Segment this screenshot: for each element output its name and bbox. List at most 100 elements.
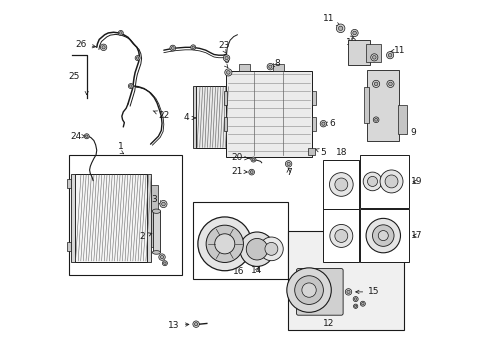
Circle shape: [206, 225, 243, 262]
Text: 11: 11: [323, 14, 334, 23]
Text: 20: 20: [231, 153, 248, 162]
Bar: [311, 117, 315, 131]
Circle shape: [162, 202, 165, 206]
Circle shape: [268, 65, 271, 68]
Bar: [308, 148, 314, 155]
Circle shape: [246, 238, 267, 260]
Circle shape: [226, 71, 230, 74]
Circle shape: [360, 301, 365, 306]
Bar: [323, 160, 359, 209]
Ellipse shape: [152, 209, 160, 213]
Text: 6: 6: [324, 119, 335, 128]
Text: 10: 10: [346, 39, 357, 48]
Circle shape: [190, 45, 195, 50]
Text: 11: 11: [390, 46, 405, 55]
Circle shape: [264, 242, 277, 255]
Circle shape: [321, 122, 325, 125]
Circle shape: [162, 261, 167, 266]
Circle shape: [192, 321, 199, 327]
Text: 18: 18: [335, 148, 346, 157]
Circle shape: [378, 230, 387, 240]
Text: 21: 21: [231, 167, 247, 176]
Circle shape: [285, 161, 291, 167]
Text: 8: 8: [270, 59, 280, 68]
Circle shape: [192, 46, 194, 49]
Text: 2: 2: [139, 232, 152, 241]
Circle shape: [374, 118, 377, 121]
Circle shape: [386, 51, 393, 59]
Circle shape: [366, 219, 400, 253]
Circle shape: [354, 298, 356, 300]
Circle shape: [361, 302, 364, 305]
Circle shape: [379, 170, 402, 193]
Bar: [348, 40, 369, 65]
Circle shape: [198, 217, 251, 271]
Text: 19: 19: [410, 177, 422, 186]
Circle shape: [301, 283, 316, 297]
Circle shape: [367, 176, 377, 186]
Circle shape: [171, 46, 174, 49]
Circle shape: [163, 262, 166, 265]
Bar: [359, 209, 408, 262]
Circle shape: [320, 121, 326, 127]
Text: 26: 26: [75, 40, 96, 49]
Bar: [363, 87, 368, 123]
Text: 14: 14: [251, 266, 262, 275]
Circle shape: [352, 31, 356, 35]
FancyBboxPatch shape: [296, 269, 343, 315]
Circle shape: [350, 30, 357, 37]
Text: 5: 5: [314, 148, 325, 157]
Bar: [224, 117, 226, 131]
Ellipse shape: [152, 251, 160, 254]
Circle shape: [259, 237, 283, 261]
Circle shape: [338, 26, 342, 31]
Circle shape: [353, 304, 357, 309]
Bar: [238, 64, 249, 71]
Circle shape: [129, 85, 132, 87]
Circle shape: [250, 171, 253, 174]
Circle shape: [119, 32, 122, 34]
Text: 1: 1: [118, 142, 123, 151]
Circle shape: [370, 54, 377, 61]
Circle shape: [136, 57, 139, 59]
Circle shape: [329, 225, 352, 247]
Circle shape: [354, 305, 356, 307]
Circle shape: [100, 44, 106, 50]
Circle shape: [159, 254, 165, 260]
Bar: [366, 44, 380, 62]
Bar: [225, 71, 311, 157]
Circle shape: [363, 172, 381, 191]
Circle shape: [386, 80, 393, 87]
Circle shape: [250, 157, 255, 162]
Bar: [75, 174, 146, 262]
Bar: [366, 69, 399, 141]
Circle shape: [373, 82, 377, 86]
Circle shape: [334, 229, 347, 242]
Circle shape: [336, 24, 344, 33]
Circle shape: [118, 31, 123, 36]
Circle shape: [248, 169, 254, 175]
Bar: [67, 179, 71, 188]
Circle shape: [252, 158, 254, 161]
Circle shape: [345, 289, 351, 295]
Circle shape: [239, 232, 274, 266]
Text: 16: 16: [233, 267, 244, 276]
Circle shape: [286, 268, 330, 312]
Circle shape: [223, 55, 229, 61]
Circle shape: [346, 290, 349, 293]
Text: 15: 15: [355, 287, 379, 296]
Circle shape: [128, 84, 133, 89]
Circle shape: [214, 234, 234, 254]
Bar: [273, 64, 284, 71]
Bar: [397, 105, 406, 134]
Bar: [152, 211, 160, 252]
Text: 13: 13: [168, 321, 188, 330]
Circle shape: [169, 45, 175, 51]
Bar: [359, 155, 408, 208]
Circle shape: [266, 63, 273, 70]
Circle shape: [334, 178, 347, 191]
Circle shape: [352, 297, 357, 302]
Circle shape: [372, 225, 393, 246]
Bar: [287, 231, 403, 330]
Text: 22: 22: [153, 111, 169, 120]
